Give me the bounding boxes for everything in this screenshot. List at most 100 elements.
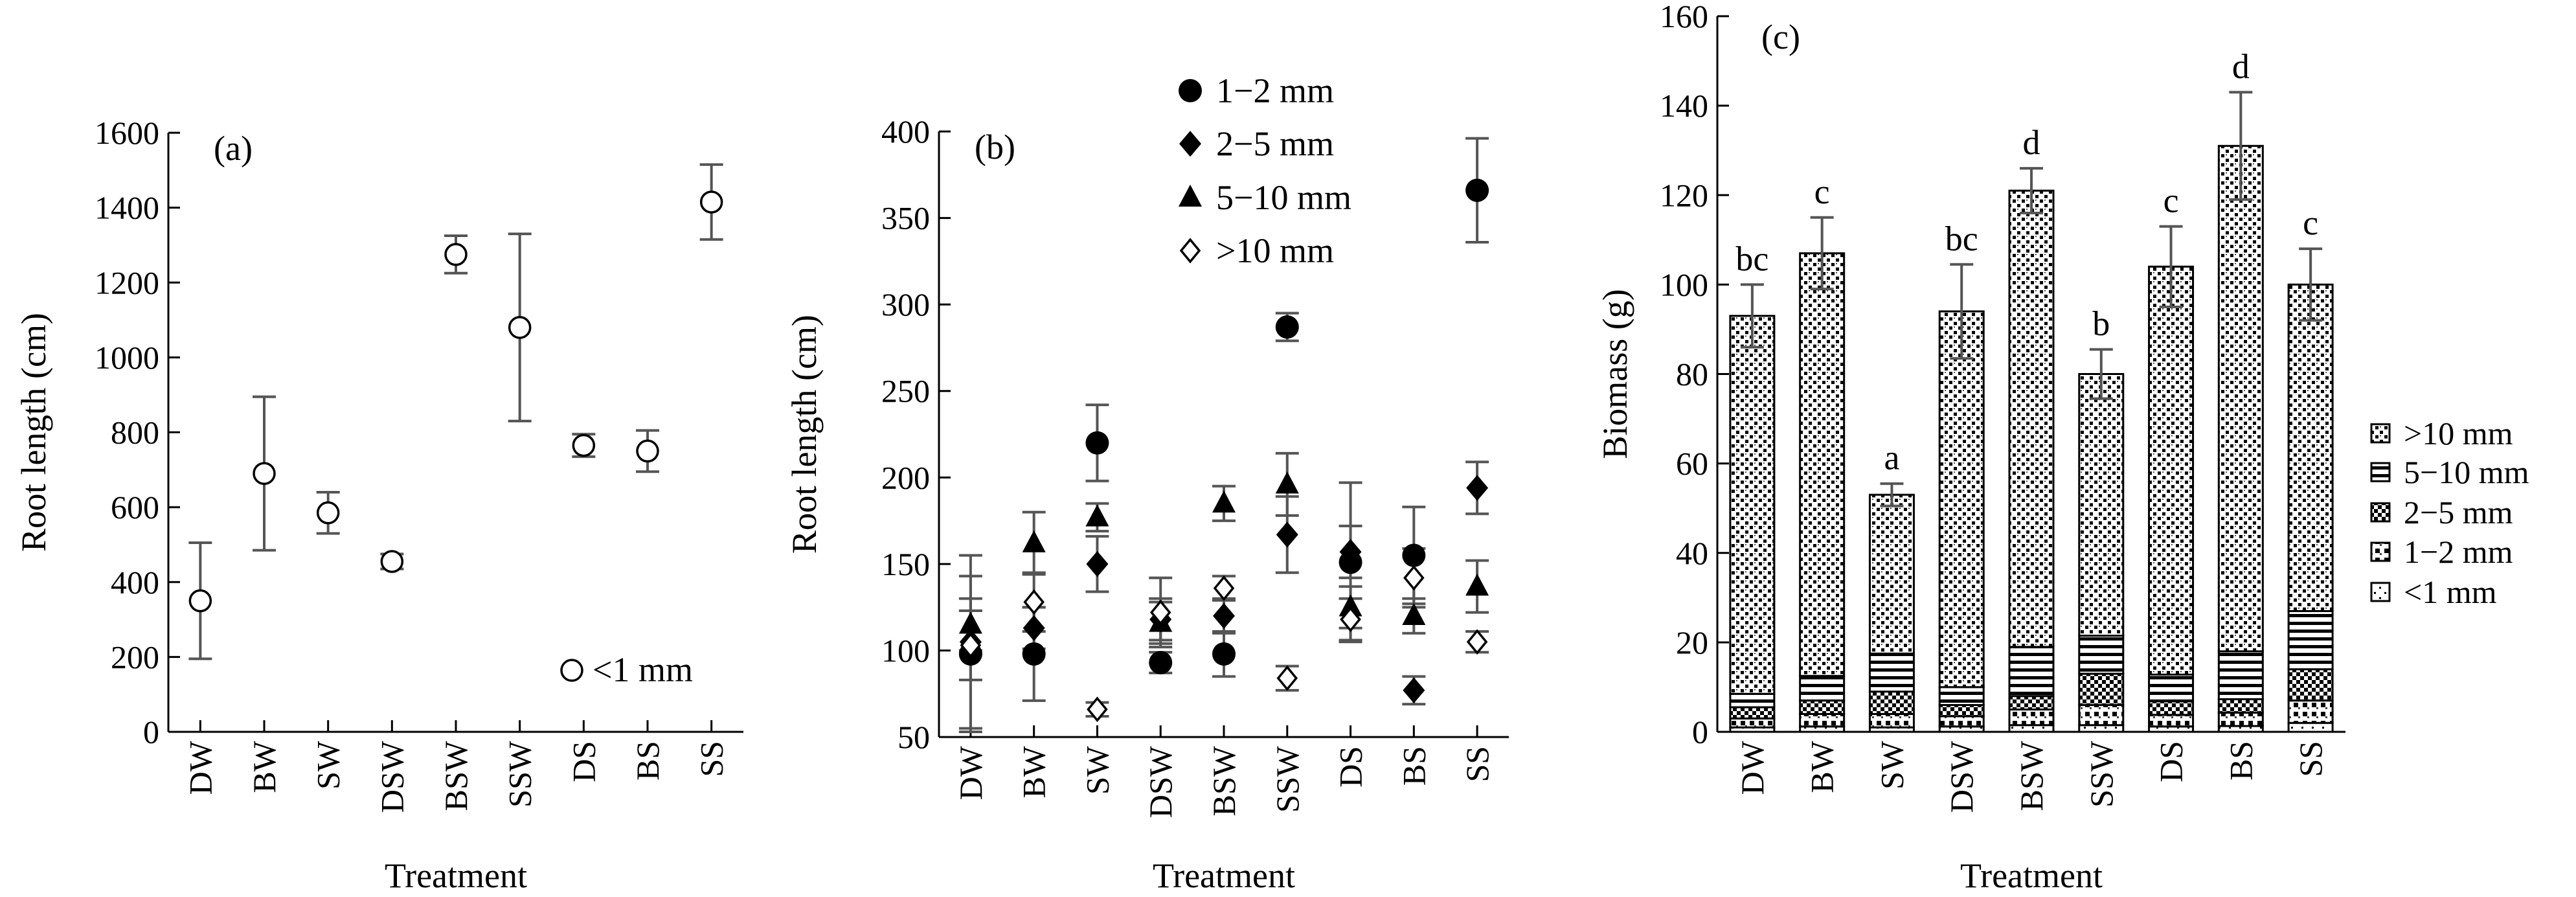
- x-tick-label: DW: [953, 745, 989, 800]
- bar-segment: [1938, 310, 1985, 688]
- data-point: [1087, 696, 1108, 723]
- data-point: [1465, 178, 1489, 202]
- legend-label: <1 mm: [2404, 574, 2497, 610]
- x-tick-label: SS: [694, 741, 730, 777]
- bar-segment: [1938, 686, 1985, 707]
- legend-marker: [1179, 131, 1201, 157]
- bar-segment: [2217, 144, 2264, 653]
- data-point: [1212, 642, 1236, 666]
- significance-letter: c: [2303, 203, 2318, 242]
- x-tick-label: DW: [1734, 740, 1770, 795]
- y-tick-label: 60: [1676, 446, 1708, 482]
- panel-label: (c): [1761, 17, 1800, 56]
- data-point: [1339, 594, 1362, 617]
- legend-marker: [1179, 79, 1202, 102]
- legend-marker: [560, 659, 583, 682]
- data-point: [508, 315, 532, 339]
- bar-segment: [2008, 646, 2055, 698]
- x-tick-label: SS: [2292, 741, 2329, 777]
- y-tick-label: 200: [111, 639, 159, 675]
- bar-segment: [2217, 650, 2264, 701]
- legend-label: 1−2 mm: [1216, 71, 1334, 110]
- legend-marker: [1179, 238, 1201, 264]
- x-tick-label: SSW: [1269, 745, 1305, 813]
- data-point: [960, 632, 982, 659]
- bar-segment: [2287, 283, 2334, 613]
- bar-segment: [1729, 315, 1776, 695]
- x-tick-label: BW: [1804, 740, 1840, 793]
- data-point: [1403, 677, 1425, 703]
- x-tick-label: DSW: [1142, 745, 1179, 818]
- data-point: [1022, 642, 1046, 666]
- data-point: [253, 462, 276, 485]
- y-tick-label: 800: [111, 414, 159, 451]
- data-point: [699, 190, 723, 214]
- panel-c-chart: 0 20 40 60 80 100 120 140 160 DW BW SW DSW BSW SSW DS BS…: [1596, 0, 2529, 895]
- y-tick-label: 300: [881, 286, 930, 323]
- bar-segment: [1868, 494, 1915, 655]
- x-axis-title: Treatment: [1960, 856, 2103, 895]
- y-tick-label: 1600: [95, 115, 159, 151]
- x-tick-label: BW: [246, 740, 282, 793]
- legend-label: 1−2 mm: [2404, 534, 2513, 570]
- data-point: [1023, 589, 1045, 615]
- data-point: [1022, 615, 1045, 641]
- bar-segment: [1729, 706, 1776, 720]
- data-point: [1466, 475, 1489, 501]
- significance-letter: d: [2232, 47, 2250, 85]
- bar-segment: [1799, 712, 1846, 728]
- data-point: [1213, 603, 1235, 629]
- y-tick-label: 20: [1676, 624, 1708, 661]
- y-tick-label: 160: [1660, 0, 1708, 34]
- y-tick-label: 1000: [95, 339, 159, 376]
- bar-segment: [1868, 652, 1915, 693]
- x-tick-label: BW: [1016, 745, 1052, 798]
- bar-segment: [2148, 714, 2195, 728]
- data-point: [1149, 599, 1171, 626]
- data-point: [1086, 551, 1109, 577]
- bar-segment: [2148, 700, 2195, 716]
- x-tick-label: SW: [1873, 740, 1910, 789]
- bar-segment: [1868, 690, 1915, 715]
- y-tick-label: 400: [881, 113, 930, 150]
- data-point: [1276, 521, 1298, 548]
- bar-segment: [2287, 610, 2334, 670]
- data-point: [1340, 606, 1361, 633]
- data-point: [444, 243, 468, 266]
- bar-segment: [1868, 712, 1915, 729]
- panel-b-chart: 50 100 150 200 250 300 350 400 DW BW SW DSW BSW SSW DS…: [785, 71, 1509, 895]
- significance-letter: c: [1814, 172, 1830, 211]
- data-point: [1275, 315, 1299, 339]
- data-point: [1212, 490, 1236, 513]
- bar-segment: [2148, 674, 2195, 703]
- bar-segment: [2287, 668, 2334, 702]
- x-axis-title: Treatment: [1153, 856, 1295, 895]
- legend-swatch: [2370, 423, 2391, 444]
- x-tick-label: DS: [1333, 746, 1369, 788]
- bar-segment: [1799, 675, 1846, 702]
- data-point: [1085, 431, 1109, 455]
- bar-segment: [2217, 698, 2264, 714]
- bar-segment: [2078, 704, 2125, 727]
- x-tick-label: SW: [1079, 745, 1115, 795]
- data-point: [636, 439, 659, 463]
- legend-label: >10 mm: [1216, 231, 1334, 270]
- data-point: [380, 550, 404, 573]
- legend-label: 2−5 mm: [1216, 124, 1334, 163]
- significance-letter: b: [2092, 304, 2110, 343]
- y-tick-label: 350: [881, 200, 930, 236]
- bar-segment: [2008, 708, 2055, 727]
- y-axis-title: Root length (cm): [785, 315, 824, 554]
- bar-segment: [1938, 715, 1985, 728]
- data-point: [1465, 573, 1489, 596]
- data-point: [1466, 629, 1488, 655]
- bar-segment: [2008, 724, 2055, 733]
- panel-label: (a): [214, 129, 253, 168]
- x-axis-title: Treatment: [385, 856, 527, 895]
- y-tick-label: 600: [111, 489, 159, 525]
- bar-segment: [1799, 699, 1846, 715]
- legend-label: >10 mm: [2404, 415, 2513, 451]
- bar-segment: [2287, 699, 2334, 724]
- bar-segment: [1729, 692, 1776, 709]
- bar-segment: [2078, 672, 2125, 707]
